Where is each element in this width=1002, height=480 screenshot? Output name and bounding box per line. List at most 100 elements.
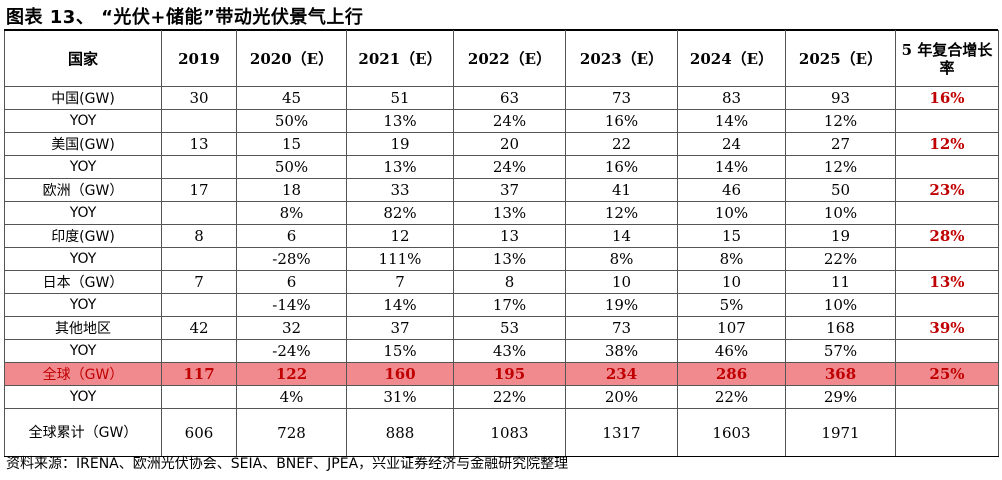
value-cell — [161, 155, 237, 179]
table-row: YOY 8% 82% 13% 12% 10% 10% — [4, 201, 999, 225]
row-label: 其他地区 — [4, 316, 162, 340]
value-cell — [161, 201, 237, 225]
value-cell: 22 — [565, 132, 678, 156]
value-cell: 7 — [346, 270, 454, 294]
value-cell: 168 — [785, 316, 896, 340]
value-cell: 19 — [785, 224, 896, 248]
row-label: 中国(GW) — [4, 86, 162, 110]
value-cell: 13% — [453, 247, 566, 271]
value-cell: 888 — [346, 408, 454, 457]
row-label: YOY — [4, 247, 162, 271]
value-cell: 1317 — [565, 408, 678, 457]
value-cell: 160 — [346, 362, 454, 386]
value-cell: 43% — [453, 339, 566, 363]
value-cell: 11 — [785, 270, 896, 294]
value-cell: 13 — [161, 132, 237, 156]
value-cell: 10% — [785, 201, 896, 225]
row-label: 欧洲（GW） — [4, 178, 162, 202]
value-cell: 14 — [565, 224, 678, 248]
row-label: 日本（GW） — [4, 270, 162, 294]
value-cell: 14% — [346, 293, 454, 317]
row-label: YOY — [4, 293, 162, 317]
header-cell: 2020（E） — [236, 30, 347, 87]
value-cell: 33 — [346, 178, 454, 202]
header-cell: 2022（E） — [453, 30, 566, 87]
source-note: 资料来源：IRENA、欧洲光伏协会、SEIA、BNEF、JPEA，兴业证券经济与… — [6, 456, 569, 472]
value-cell: -14% — [236, 293, 347, 317]
value-cell: 38% — [565, 339, 678, 363]
cagr-cell: 16% — [895, 86, 999, 110]
value-cell: 117 — [161, 362, 237, 386]
value-cell: 31% — [346, 385, 454, 409]
value-cell: 8% — [677, 247, 786, 271]
value-cell: 12% — [785, 109, 896, 133]
cagr-cell — [895, 155, 999, 179]
value-cell: 8% — [236, 201, 347, 225]
header-cell: 2019 — [161, 30, 237, 87]
cagr-cell — [895, 201, 999, 225]
table-row: 欧洲（GW） 17 18 33 37 41 46 50 23% — [4, 178, 999, 202]
value-cell: 63 — [453, 86, 566, 110]
value-cell: 12% — [785, 155, 896, 179]
row-label: 印度(GW) — [4, 224, 162, 248]
value-cell: 17 — [161, 178, 237, 202]
table-row: 中国(GW) 30 45 51 63 73 83 93 16% — [4, 86, 999, 110]
cagr-cell — [895, 293, 999, 317]
value-cell: 16% — [565, 109, 678, 133]
value-cell: 46% — [677, 339, 786, 363]
value-cell: 30 — [161, 86, 237, 110]
value-cell: 6 — [236, 224, 347, 248]
cagr-cell: 25% — [895, 362, 999, 386]
value-cell: 1971 — [785, 408, 896, 457]
header-cell: 2024（E） — [677, 30, 786, 87]
value-cell: 286 — [677, 362, 786, 386]
row-label: 全球（GW） — [4, 362, 162, 386]
table-row: 其他地区 42 32 37 53 73 107 168 39% — [4, 316, 999, 340]
value-cell: 50 — [785, 178, 896, 202]
table-row: YOY -24% 15% 43% 38% 46% 57% — [4, 339, 999, 363]
row-label: 全球累计（GW） — [4, 408, 162, 457]
row-label: YOY — [4, 385, 162, 409]
value-cell: 16% — [565, 155, 678, 179]
table-row: 日本（GW） 7 6 7 8 10 10 11 13% — [4, 270, 999, 294]
value-cell: 22% — [453, 385, 566, 409]
value-cell: 37 — [346, 316, 454, 340]
value-cell: 50% — [236, 155, 347, 179]
value-cell: 7 — [161, 270, 237, 294]
cagr-cell — [895, 247, 999, 271]
value-cell: 10% — [785, 293, 896, 317]
figure-title: 图表 13、 “光伏+储能”带动光伏景气上行 — [6, 7, 364, 28]
table-row: YOY 50% 13% 24% 16% 14% 12% — [4, 155, 999, 179]
value-cell: 24% — [453, 109, 566, 133]
value-cell: 10 — [565, 270, 678, 294]
table-row: YOY -28% 111% 13% 8% 8% 22% — [4, 247, 999, 271]
table-row: 全球累计（GW） 606 728 888 1083 1317 1603 1971 — [4, 408, 999, 457]
value-cell — [161, 339, 237, 363]
table-row: YOY 4% 31% 22% 20% 22% 29% — [4, 385, 999, 409]
value-cell: 13% — [453, 201, 566, 225]
value-cell: 111% — [346, 247, 454, 271]
value-cell: 195 — [453, 362, 566, 386]
value-cell: 8% — [565, 247, 678, 271]
value-cell: 22% — [785, 247, 896, 271]
value-cell: 73 — [565, 316, 678, 340]
value-cell: 4% — [236, 385, 347, 409]
cagr-cell: 28% — [895, 224, 999, 248]
value-cell: 50% — [236, 109, 347, 133]
value-cell: 24% — [453, 155, 566, 179]
value-cell: 20% — [565, 385, 678, 409]
value-cell — [161, 293, 237, 317]
row-label: YOY — [4, 155, 162, 179]
row-label: YOY — [4, 109, 162, 133]
value-cell: 29% — [785, 385, 896, 409]
cagr-cell — [895, 339, 999, 363]
header-cell: 2023（E） — [565, 30, 678, 87]
value-cell: -24% — [236, 339, 347, 363]
row-label: 美国(GW) — [4, 132, 162, 156]
value-cell: 51 — [346, 86, 454, 110]
value-cell: 5% — [677, 293, 786, 317]
cagr-cell: 39% — [895, 316, 999, 340]
header-cell-cagr: 5 年复合增长率 — [895, 30, 999, 87]
row-label: YOY — [4, 339, 162, 363]
value-cell: 93 — [785, 86, 896, 110]
